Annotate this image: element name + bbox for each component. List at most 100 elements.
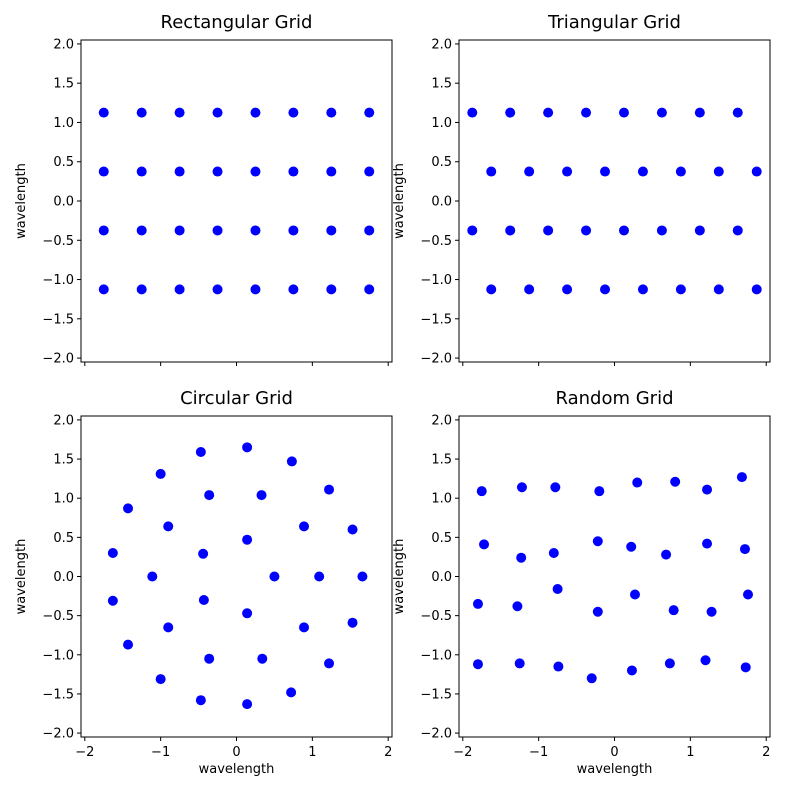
rectangular-point (364, 166, 375, 177)
circular-ytick-label: 2.0 (53, 413, 74, 428)
triangular-point (732, 107, 743, 118)
random-point (702, 538, 713, 549)
random-point (472, 659, 483, 670)
triangular-point (581, 225, 592, 236)
random-point (702, 484, 713, 495)
circular-ytick-label: −1.5 (42, 687, 74, 702)
triangular-point (505, 107, 516, 118)
triangular-axes-frame (458, 39, 771, 363)
random-point (594, 486, 605, 497)
circular-axes-frame (80, 415, 393, 738)
rectangular-point (288, 107, 299, 118)
triangular-title: Triangular Grid (547, 12, 681, 33)
rectangular-point (250, 225, 261, 236)
circular-ytick-label: −2.0 (42, 727, 74, 742)
random-ytick-label: 1.5 (431, 453, 452, 468)
circular-ytick-label: 1.0 (53, 492, 74, 507)
rectangular-ytick-label: 0.0 (53, 195, 74, 210)
rectangular-point (174, 284, 185, 295)
circular-point (324, 658, 335, 669)
triangular-point (486, 284, 497, 295)
triangular-point (694, 107, 705, 118)
circular-point (147, 571, 158, 582)
circular-point (195, 695, 206, 706)
rectangular-ytick-label: −0.5 (42, 234, 74, 249)
triangular-ylabel: wavelength (392, 163, 407, 239)
rectangular-ytick-label: 1.0 (53, 116, 74, 131)
random-xlabel: wavelength (577, 762, 653, 777)
triangular-point (618, 225, 629, 236)
circular-point (204, 490, 215, 501)
triangular-subplot: Triangular Grid 2.0 1.5 1.0 0.5 0.0 −0.5 −1.0 −1… (392, 12, 771, 367)
triangular-ytick-label: −0.5 (420, 234, 452, 249)
circular-point (347, 617, 358, 628)
triangular-point (637, 284, 648, 295)
random-xtick-label: −1 (529, 745, 548, 760)
random-subplot: Random Grid 2.0 1.5 1.0 0.5 0.0 −0.5 −1.0 −1.5 −2… (392, 388, 771, 777)
rectangular-point (288, 225, 299, 236)
circular-ytick-label: −0.5 (42, 609, 74, 624)
circular-xlabel: wavelength (199, 762, 275, 777)
random-point (739, 544, 750, 555)
rectangular-axes-frame (80, 39, 393, 363)
triangular-point (562, 166, 573, 177)
random-point (661, 549, 672, 560)
circular-point (242, 442, 253, 453)
random-xtick-label: 1 (686, 745, 694, 760)
triangular-point (467, 107, 478, 118)
random-ytick-label: 0.5 (431, 531, 452, 546)
circular-ytick-label: 1.5 (53, 453, 74, 468)
circular-xtick-label: 2 (384, 745, 392, 760)
rectangular-point (212, 107, 223, 118)
circular-point (242, 699, 253, 710)
rectangular-point (136, 107, 147, 118)
circular-xtick-label: 1 (308, 745, 316, 760)
rectangular-ylabel: wavelength (14, 163, 29, 239)
circular-title: Circular Grid (180, 388, 293, 409)
random-point (592, 606, 603, 617)
random-point (472, 598, 483, 609)
rectangular-title: Rectangular Grid (161, 12, 313, 33)
rectangular-point (288, 284, 299, 295)
random-point (514, 658, 525, 669)
random-point (553, 661, 564, 672)
rectangular-point (174, 107, 185, 118)
triangular-ytick-label: 0.0 (431, 195, 452, 210)
triangular-point (486, 166, 497, 177)
triangular-point (713, 284, 724, 295)
random-point (548, 548, 559, 559)
triangular-point (505, 225, 516, 236)
random-point (626, 665, 637, 676)
rectangular-point (364, 107, 375, 118)
circular-point (299, 622, 310, 633)
random-xtick-label: −2 (453, 745, 472, 760)
circular-point (163, 521, 174, 532)
rectangular-point (212, 166, 223, 177)
circular-point (155, 468, 166, 479)
random-point (512, 601, 523, 612)
circular-point (357, 571, 368, 582)
random-point (626, 541, 637, 552)
circular-xtick-label: 0 (232, 745, 240, 760)
rectangular-point (250, 284, 261, 295)
random-ytick-label: 1.0 (431, 492, 452, 507)
triangular-point (467, 225, 478, 236)
random-ylabel: wavelength (392, 539, 407, 615)
triangular-point (524, 166, 535, 177)
circular-ytick-label: 0.5 (53, 531, 74, 546)
triangular-point (675, 166, 686, 177)
circular-point (242, 608, 253, 619)
triangular-point (637, 166, 648, 177)
random-ytick-label: −1.5 (420, 687, 452, 702)
triangular-point (562, 284, 573, 295)
random-axes-frame (458, 415, 771, 738)
random-point (592, 536, 603, 547)
circular-point (155, 674, 166, 685)
circular-point (123, 639, 134, 650)
triangular-ytick-label: 1.0 (431, 116, 452, 131)
circular-point (107, 548, 118, 559)
circular-xtick-label: −2 (75, 745, 94, 760)
random-title: Random Grid (555, 388, 673, 409)
random-point (664, 658, 675, 669)
